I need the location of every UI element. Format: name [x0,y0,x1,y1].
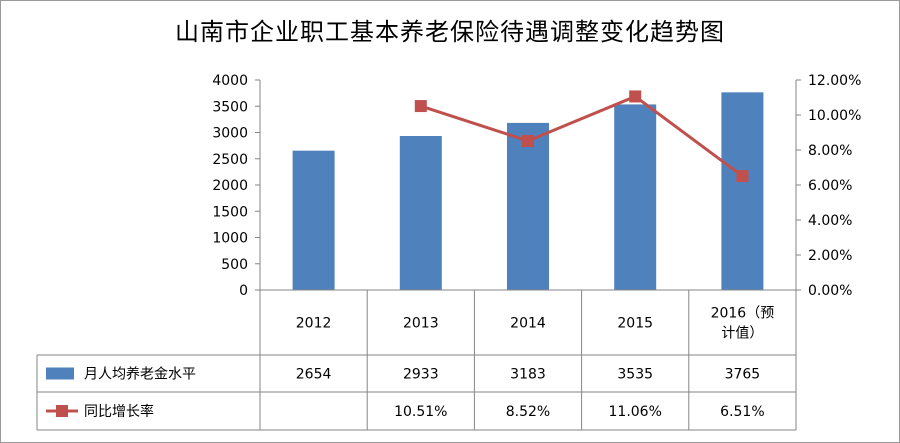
data-label: 10.51% [394,404,447,420]
data-label: 2654 [296,367,332,383]
rate-marker [522,134,534,147]
right-tick-label: 8.00% [808,143,852,159]
legend-key-bar [46,367,74,380]
right-tick-label: 0.00% [808,283,852,299]
bar [614,104,657,290]
rate-marker [736,170,749,183]
category-label: 2016（预 [711,306,775,322]
bar-series [292,92,764,291]
left-tick-label: 1500 [212,204,248,220]
left-tick-label: 3000 [212,126,248,142]
data-label: 2933 [403,367,439,383]
bar [721,92,764,291]
rate-marker [414,100,427,113]
left-tick-label: 500 [221,257,248,273]
rate-marker [629,90,642,103]
left-tick-label: 0 [239,283,248,299]
legend-label: 月人均养老金水平 [84,367,196,383]
right-tick-label: 6.00% [808,178,852,194]
left-tick-label: 3500 [212,99,248,115]
legend-label: 同比增长率 [84,403,154,420]
axes: 0 500 1000 1500 2000 2500 3000 3500 4000 0.00% 2.0… [212,73,861,299]
legend-key-marker [56,405,68,417]
rate-line [420,94,744,178]
left-tick-label: 1000 [212,231,248,247]
right-tick-label: 10.00% [808,108,861,124]
chart-title: 山南市企业职工基本养老保险待遇调整变化趋势图 [175,18,725,46]
right-tick-label: 12.00% [808,73,861,89]
category-label: 计值） [721,326,763,342]
right-tick-label: 4.00% [808,213,852,229]
left-tick-label: 2500 [212,152,248,168]
data-label: 8.52% [506,404,550,420]
data-label: 11.06% [609,404,662,420]
data-label: 3183 [510,367,546,383]
data-label: 6.51% [720,404,764,420]
data-label: 3535 [617,367,653,383]
category-label: 2014 [510,316,546,332]
left-tick-label: 2000 [212,178,248,194]
bar [507,122,549,290]
bar [292,150,335,290]
right-tick-label: 2.00% [808,248,852,264]
category-label: 2012 [296,316,332,332]
bar [399,136,442,290]
category-label: 2015 [617,316,653,332]
category-label: 2013 [403,316,439,332]
left-tick-label: 4000 [212,73,248,89]
line-series [414,90,749,183]
data-label: 3765 [725,367,761,383]
